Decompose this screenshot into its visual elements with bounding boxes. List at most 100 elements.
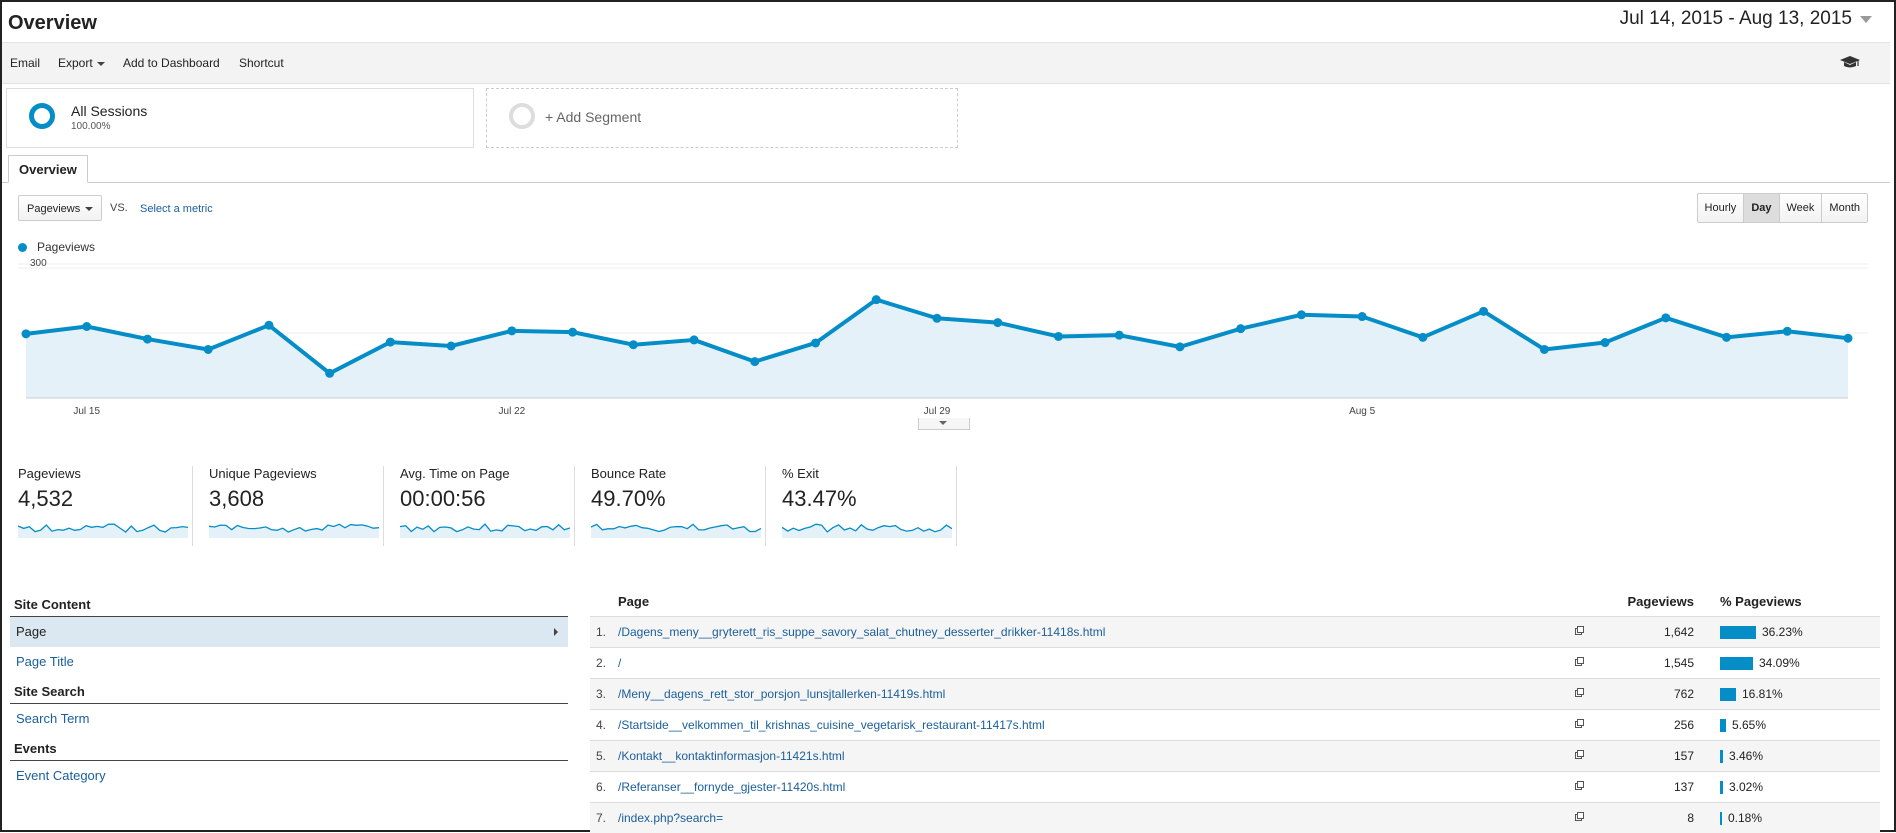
data-point[interactable] [1600, 338, 1610, 348]
data-point[interactable] [993, 318, 1003, 328]
sidebar-item-page[interactable]: Page [10, 617, 568, 647]
data-point[interactable] [1296, 310, 1306, 320]
page-link[interactable]: /Meny__dagens_rett_stor_porsjon_lunsjtal… [618, 687, 946, 701]
page-link[interactable]: / [618, 656, 622, 670]
data-point[interactable] [1236, 324, 1246, 334]
page-link[interactable]: /Startside__velkommen_til_krishnas_cuisi… [618, 718, 1045, 732]
row-number: 2. [596, 656, 607, 670]
pct-bar [1720, 750, 1723, 763]
graduation-cap-icon[interactable] [1840, 55, 1860, 69]
series-area [26, 299, 1848, 398]
email-button[interactable]: Email [10, 56, 41, 70]
scorecard-bounce-rate[interactable]: Bounce Rate 49.70% [575, 466, 766, 546]
export-button[interactable]: Export [58, 56, 105, 70]
data-point[interactable] [1782, 326, 1792, 336]
scorecard-value: 3,608 [209, 486, 265, 511]
x-tick-label: Jul 15 [73, 406, 100, 417]
page-link[interactable]: /Referanser__fornyde_gjester-11420s.html [618, 780, 846, 794]
data-point[interactable] [385, 337, 395, 347]
shortcut-button[interactable]: Shortcut [239, 56, 284, 70]
column-header-page[interactable]: Page [618, 594, 650, 609]
collapse-chart-handle[interactable] [918, 418, 970, 430]
add-segment-button[interactable]: + Add Segment [486, 88, 958, 148]
tab-overview[interactable]: Overview [8, 155, 88, 183]
open-page-icon[interactable] [1575, 781, 1584, 790]
pageviews-value: 1,545 [1663, 656, 1694, 670]
page-link[interactable]: /Kontakt__kontaktinformasjon-11421s.html [618, 749, 845, 763]
data-point[interactable] [750, 357, 760, 367]
pct-value: 3.02% [1729, 780, 1764, 794]
add-segment-label: + Add Segment [545, 109, 642, 125]
open-page-icon[interactable] [1575, 688, 1584, 697]
page-link[interactable]: /index.php?search= [618, 811, 724, 825]
open-page-icon[interactable] [1575, 626, 1584, 635]
data-point[interactable] [1418, 332, 1428, 342]
sidebar-item-search-term[interactable]: Search Term [16, 711, 90, 726]
data-point[interactable] [82, 322, 92, 331]
scorecard-exit-rate[interactable]: % Exit 43.47% [766, 466, 957, 546]
data-point[interactable] [689, 335, 699, 345]
data-point[interactable] [811, 338, 821, 348]
granularity-week-button[interactable]: Week [1778, 194, 1822, 222]
data-point[interactable] [203, 344, 213, 354]
column-header-pageviews[interactable]: Pageviews [1627, 594, 1695, 609]
data-point[interactable] [1843, 333, 1853, 343]
column-header-pct-pageviews[interactable]: % Pageviews [1720, 594, 1802, 609]
granularity-hourly-button[interactable]: Hourly [1697, 194, 1744, 222]
sparkline-line [400, 523, 570, 533]
granularity-day-button[interactable]: Day [1743, 194, 1779, 222]
pageviews-value: 762 [1673, 687, 1694, 701]
open-page-icon[interactable] [1575, 719, 1584, 728]
chevron-down-icon [1860, 15, 1872, 23]
data-point[interactable] [446, 341, 456, 351]
date-range-picker[interactable]: Jul 14, 2015 - Aug 13, 2015 [1619, 8, 1872, 30]
data-point[interactable] [1357, 312, 1367, 322]
open-page-icon[interactable] [1575, 750, 1584, 759]
data-point[interactable] [1722, 332, 1732, 342]
open-page-icon[interactable] [1575, 812, 1584, 821]
sidebar-item-event-category[interactable]: Event Category [16, 768, 106, 783]
pct-value: 0.18% [1728, 811, 1763, 825]
data-point[interactable] [1053, 331, 1063, 341]
scorecard-avg-time-on-page[interactable]: Avg. Time on Page 00:00:56 [384, 466, 575, 546]
pct-bar [1720, 657, 1753, 670]
legend-series-label: Pageviews [37, 240, 96, 254]
data-point[interactable] [1661, 313, 1671, 323]
data-point[interactable] [21, 329, 31, 339]
row-number: 5. [596, 749, 607, 763]
pct-bar [1720, 626, 1756, 639]
add-to-dashboard-button[interactable]: Add to Dashboard [123, 56, 220, 70]
data-point[interactable] [1539, 344, 1549, 354]
select-metric-link[interactable]: Select a metric [140, 203, 213, 215]
y-tick-label: 300 [30, 258, 47, 269]
row-number: 1. [596, 625, 607, 639]
data-point[interactable] [932, 313, 942, 323]
data-point[interactable] [142, 334, 152, 344]
sparkline [591, 523, 761, 538]
data-point[interactable] [325, 368, 335, 378]
open-page-icon[interactable] [1575, 657, 1584, 666]
scorecard-unique-pageviews[interactable]: Unique Pageviews 3,608 [193, 466, 384, 546]
sidebar-item-page-title[interactable]: Page Title [16, 654, 74, 669]
table-row: 1. /Dagens_meny__gryterett_ris_suppe_savo… [590, 616, 1880, 647]
data-point[interactable] [568, 327, 578, 337]
data-point[interactable] [1479, 306, 1489, 316]
page-link[interactable]: /Dagens_meny__gryterett_ris_suppe_savory… [618, 625, 1106, 639]
granularity-toggle: Hourly Day Week Month [1696, 193, 1868, 223]
scorecard-value: 4,532 [18, 486, 74, 511]
x-tick-label: Jul 29 [924, 406, 951, 417]
data-point[interactable] [1114, 330, 1124, 340]
metric-select[interactable]: Pageviews [18, 195, 102, 221]
scorecard-pageviews[interactable]: Pageviews 4,532 [2, 466, 193, 546]
segment-all-sessions[interactable]: All Sessions 100.00% [6, 88, 474, 148]
pageviews-value: 256 [1673, 718, 1694, 732]
tab-divider [2, 182, 1890, 183]
granularity-month-button[interactable]: Month [1821, 194, 1867, 222]
data-point[interactable] [1175, 342, 1185, 352]
data-point[interactable] [264, 320, 274, 330]
data-point[interactable] [871, 295, 881, 305]
data-point[interactable] [628, 340, 638, 350]
legend-dot-icon [18, 242, 27, 252]
data-point[interactable] [507, 326, 517, 336]
